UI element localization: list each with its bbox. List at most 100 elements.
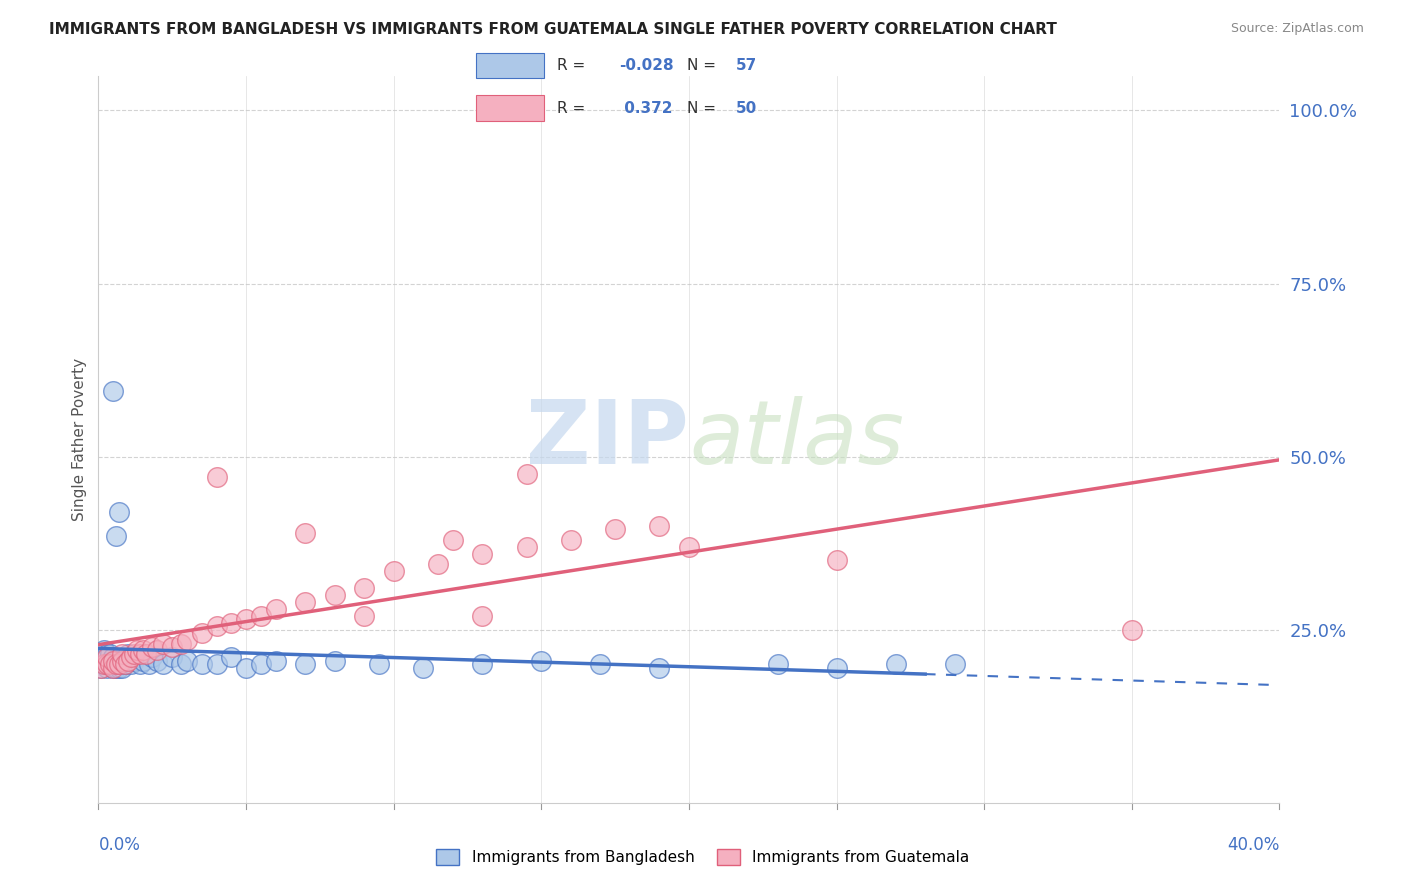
Point — [105, 654, 128, 668]
Text: atlas: atlas — [689, 396, 904, 483]
Point — [132, 654, 155, 668]
Point — [132, 643, 155, 657]
Point — [138, 657, 160, 672]
Point — [114, 657, 136, 672]
Point — [205, 657, 228, 672]
Point — [117, 654, 139, 668]
Point — [114, 657, 136, 672]
Point — [191, 657, 214, 672]
Point — [96, 650, 118, 665]
Point — [205, 619, 228, 633]
Text: 40.0%: 40.0% — [1227, 836, 1279, 854]
Point — [128, 647, 150, 661]
Point — [176, 654, 198, 668]
Point — [103, 661, 125, 675]
Point — [678, 540, 700, 554]
Point — [125, 643, 148, 657]
Point — [111, 647, 134, 661]
Point — [108, 657, 131, 672]
Point — [250, 608, 273, 623]
Legend: Immigrants from Bangladesh, Immigrants from Guatemala: Immigrants from Bangladesh, Immigrants f… — [430, 843, 976, 871]
Point — [605, 522, 627, 536]
Point — [152, 657, 174, 672]
Text: IMMIGRANTS FROM BANGLADESH VS IMMIGRANTS FROM GUATEMALA SINGLE FATHER POVERTY CO: IMMIGRANTS FROM BANGLADESH VS IMMIGRANTS… — [49, 22, 1057, 37]
Point — [93, 657, 115, 672]
Text: R =: R = — [557, 101, 585, 116]
Point — [943, 657, 966, 672]
Point — [146, 643, 169, 657]
Text: 0.0%: 0.0% — [98, 836, 141, 854]
Point — [766, 657, 789, 672]
Point — [108, 661, 131, 675]
Point — [105, 661, 128, 675]
Point — [294, 525, 316, 540]
Point — [96, 661, 118, 675]
Point — [412, 661, 434, 675]
Point — [205, 470, 228, 484]
Point — [264, 602, 287, 616]
Text: N =: N = — [686, 101, 716, 116]
Point — [162, 640, 183, 654]
Point — [105, 529, 128, 543]
Point — [103, 650, 125, 665]
Text: Source: ZipAtlas.com: Source: ZipAtlas.com — [1230, 22, 1364, 36]
Point — [235, 661, 257, 675]
Point — [120, 650, 142, 665]
Point — [516, 467, 538, 481]
Point — [648, 661, 671, 675]
Point — [117, 647, 139, 661]
Point — [111, 654, 134, 668]
Point — [96, 657, 118, 672]
Point — [648, 519, 671, 533]
Point — [122, 654, 145, 668]
Point — [884, 657, 907, 672]
Point — [93, 654, 115, 668]
Point — [103, 661, 125, 675]
Point — [264, 654, 287, 668]
Point — [221, 650, 243, 665]
Point — [90, 661, 112, 675]
Text: 57: 57 — [737, 58, 758, 73]
Text: -0.028: -0.028 — [619, 58, 673, 73]
Point — [90, 650, 112, 665]
Point — [135, 647, 157, 661]
Point — [176, 633, 198, 648]
Point — [103, 384, 125, 398]
Point — [825, 553, 848, 567]
Point — [471, 657, 494, 672]
Point — [90, 661, 112, 675]
Point — [323, 588, 346, 602]
Point — [141, 640, 163, 654]
Point — [128, 657, 150, 672]
Point — [117, 654, 139, 668]
Point — [98, 657, 121, 672]
Point — [589, 657, 612, 672]
Point — [98, 654, 121, 668]
Point — [120, 657, 142, 672]
Point — [141, 650, 163, 665]
Point — [250, 657, 273, 672]
Point — [294, 657, 316, 672]
Point — [111, 661, 134, 675]
Point — [294, 595, 316, 609]
Y-axis label: Single Father Poverty: Single Father Poverty — [72, 358, 87, 521]
Point — [108, 505, 131, 519]
Point — [191, 626, 214, 640]
Point — [162, 650, 183, 665]
Point — [471, 608, 494, 623]
Point — [368, 657, 391, 672]
Point — [93, 657, 115, 672]
Point — [111, 654, 134, 668]
Text: 0.372: 0.372 — [619, 101, 672, 116]
Point — [103, 657, 125, 672]
Point — [441, 533, 464, 547]
Point — [530, 654, 553, 668]
Point — [93, 643, 115, 657]
Point — [516, 540, 538, 554]
Point — [825, 661, 848, 675]
Point — [96, 647, 118, 661]
Point — [560, 533, 582, 547]
Point — [105, 657, 128, 672]
Text: 50: 50 — [737, 101, 758, 116]
Point — [103, 654, 125, 668]
